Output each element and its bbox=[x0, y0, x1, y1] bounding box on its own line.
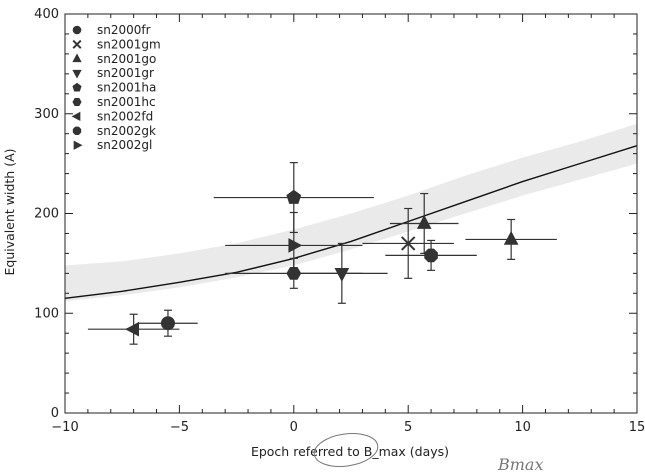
x-tick-label: 5 bbox=[404, 420, 412, 435]
series-sn2002gk bbox=[385, 239, 477, 271]
legend-label: sn2001gm bbox=[97, 37, 161, 51]
y-tick-label: 300 bbox=[34, 107, 59, 122]
data-point-sn2002fd bbox=[125, 321, 140, 337]
data-point-sn2001gm bbox=[400, 236, 416, 251]
uncertainty-band-area bbox=[65, 123, 637, 302]
legend-marker-sn2002gl bbox=[73, 140, 83, 150]
legend-label: sn2002fd bbox=[97, 109, 153, 123]
y-tick-label: 0 bbox=[51, 406, 59, 421]
legend-label: sn2002gk bbox=[97, 124, 156, 138]
data-point-sn2001gm-stroke bbox=[400, 236, 416, 251]
legend-item-sn2000fr: sn2000fr bbox=[72, 23, 151, 37]
legend-label: sn2001gr bbox=[97, 66, 154, 80]
legend-item-sn2002fd: sn2002fd bbox=[71, 109, 153, 123]
x-tick-label: −5 bbox=[170, 420, 189, 435]
legend-marker-sn2001gr bbox=[72, 69, 82, 79]
fit-curve-line bbox=[64, 145, 638, 299]
x-axis-title: Epoch referred to B_max (days) bbox=[251, 444, 449, 459]
legend-marker-sn2001gm bbox=[72, 39, 82, 49]
fit-curve bbox=[64, 145, 638, 299]
legend-item-sn2001gr: sn2001gr bbox=[72, 66, 154, 80]
legend-label: sn2001ha bbox=[97, 81, 156, 95]
x-tick-label: 15 bbox=[629, 420, 645, 435]
legend-marker-sn2001go bbox=[72, 53, 82, 63]
legend-item-sn2002gk: sn2002gk bbox=[72, 124, 156, 138]
plot-axes: −10 −5 0 5 10 15 0 100 200 300 400 bbox=[34, 7, 645, 435]
series-sn2001gm bbox=[362, 207, 454, 279]
handwritten-circle-annotation bbox=[313, 433, 379, 467]
series-sn2001go bbox=[389, 192, 557, 260]
legend-marker-sn2002fd bbox=[71, 111, 81, 122]
legend: sn2000frsn2001gmsn2001gosn2001grsn2001ha… bbox=[71, 23, 161, 152]
series-sn2000fr bbox=[138, 309, 198, 337]
legend-marker-sn2001ha bbox=[72, 82, 82, 92]
y-tick-label: 100 bbox=[34, 306, 59, 321]
x-tick-label: 0 bbox=[290, 420, 298, 435]
y-axis-title: Equivalent width (A) bbox=[2, 149, 17, 276]
uncertainty-band bbox=[65, 123, 637, 302]
x-tick-label: −10 bbox=[51, 420, 78, 435]
data-point-sn2002gk bbox=[424, 248, 438, 263]
legend-label: sn2002gl bbox=[97, 138, 152, 152]
legend-label: sn2001go bbox=[97, 52, 156, 66]
data-point-sn2001go bbox=[416, 214, 432, 229]
x-tick-label: 10 bbox=[514, 420, 531, 435]
data-point-sn2001ha bbox=[286, 189, 302, 204]
data-point-sn2001go bbox=[503, 230, 519, 245]
y-tick-label: 400 bbox=[34, 7, 59, 22]
data-points bbox=[87, 162, 557, 345]
legend-marker-sn2001gm-stroke bbox=[72, 39, 82, 49]
data-point-sn2002gl bbox=[288, 238, 303, 253]
legend-label: sn2000fr bbox=[97, 23, 151, 37]
data-point-sn2000fr bbox=[160, 316, 175, 331]
legend-marker-sn2001hc bbox=[72, 98, 82, 106]
series-sn2002gl bbox=[225, 211, 363, 279]
legend-item-sn2001go: sn2001go bbox=[72, 52, 156, 66]
legend-marker-sn2000fr bbox=[72, 25, 82, 35]
handwritten-note: Bmax bbox=[497, 455, 544, 473]
y-tick-label: 200 bbox=[34, 207, 59, 222]
legend-label: sn2001hc bbox=[97, 95, 156, 109]
legend-item-sn2001gm: sn2001gm bbox=[72, 37, 161, 51]
legend-item-sn2002gl: sn2002gl bbox=[73, 138, 152, 152]
legend-item-sn2001hc: sn2001hc bbox=[72, 95, 156, 109]
series-sn2002fd bbox=[87, 313, 180, 345]
legend-marker-sn2002gk bbox=[72, 126, 82, 135]
data-point-sn2001gr bbox=[334, 267, 350, 282]
legend-item-sn2001ha: sn2001ha bbox=[72, 81, 156, 95]
